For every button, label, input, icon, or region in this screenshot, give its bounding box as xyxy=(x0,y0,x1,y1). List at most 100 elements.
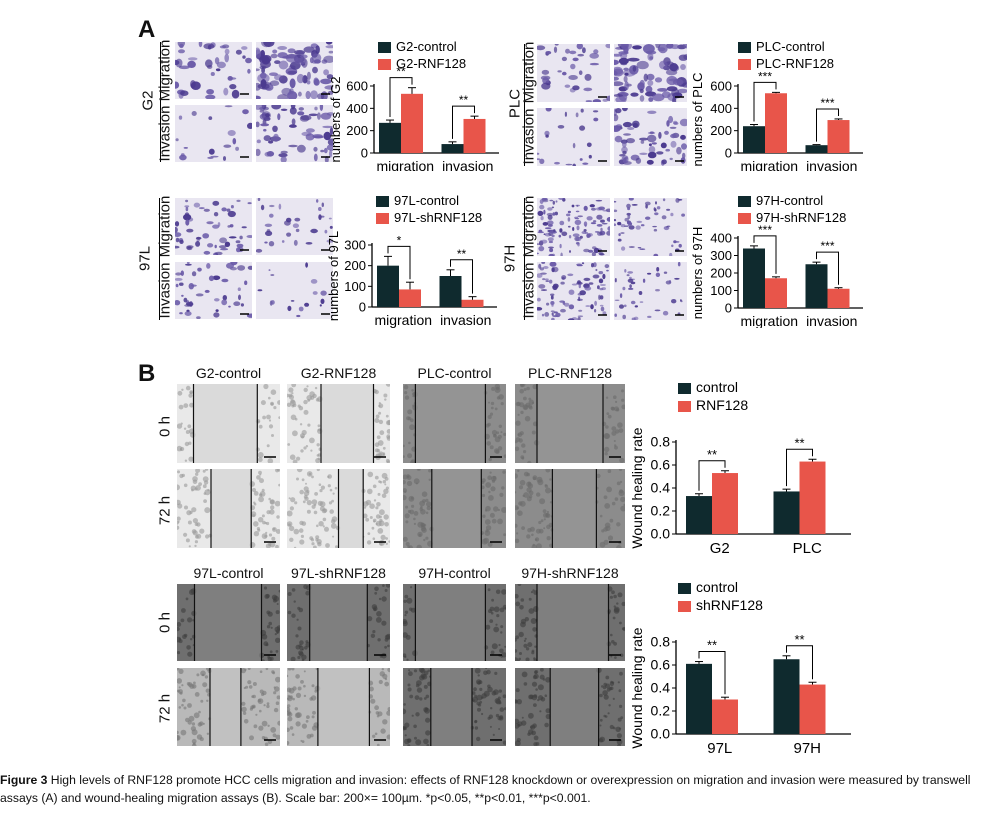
significance-bracket xyxy=(698,460,726,491)
significance-bracket xyxy=(452,105,475,139)
row-label-invasion: Invasion xyxy=(520,262,538,319)
significance-bracket xyxy=(786,448,813,487)
legend-swatch xyxy=(738,59,751,70)
wound-image-97l-control-0h xyxy=(177,584,280,661)
y-tick-label: 100 xyxy=(710,283,732,298)
y-tick-label: 0.0 xyxy=(651,726,671,742)
legend-swatch xyxy=(738,196,751,207)
y-tick-label: 0 xyxy=(359,300,366,315)
bracket-g2 xyxy=(160,42,161,162)
y-tick-label: 0.0 xyxy=(651,526,671,542)
significance-bracket xyxy=(786,645,813,680)
micrograph-plc-rnf128-invasion xyxy=(614,108,687,166)
column-title: 97H-shRNF128 xyxy=(521,565,619,581)
y-tick-label: 600 xyxy=(346,79,368,94)
bar xyxy=(463,118,486,153)
significance-bracket xyxy=(753,235,777,274)
row-label-migration: Migration xyxy=(520,41,538,104)
legend-label: control xyxy=(696,579,738,595)
bar xyxy=(712,699,738,734)
significance-bracket xyxy=(389,77,413,118)
y-tick-label: 400 xyxy=(710,101,732,116)
significance-stars: *** xyxy=(758,223,772,237)
bar xyxy=(765,278,787,308)
bar xyxy=(686,663,712,734)
bar xyxy=(827,120,850,153)
time-label-72h: 72 h xyxy=(156,495,174,526)
bar-chart-wound-g2-plc: control RNF128 0.0 0.2 0.4 0.6 0.8 Wound healin… xyxy=(628,374,858,563)
column-title: G2-RNF128 xyxy=(300,365,377,381)
legend-swatch xyxy=(376,213,389,224)
bar xyxy=(827,288,850,308)
significance-stars: ** xyxy=(794,632,804,647)
bar-chart-g2: G2-control G2-RNF128 0 200 400 600 numbers of … xyxy=(328,36,505,176)
time-label-0h: 0 h xyxy=(156,416,174,437)
x-tick-label: migration xyxy=(374,312,432,328)
y-axis-label: Wound healing rate xyxy=(629,427,645,548)
wound-image-97h-control-0h xyxy=(403,584,506,661)
legend-label: PLC-control xyxy=(756,39,825,54)
caption-label: Figure 3 xyxy=(0,773,48,787)
y-tick-label: 200 xyxy=(346,123,368,138)
row-label-migration: Migration xyxy=(156,195,174,258)
bar xyxy=(461,299,484,307)
x-tick-label: 97H xyxy=(793,740,821,757)
significance-stars: * xyxy=(397,233,402,247)
micrograph-97h-shrnf128-migration xyxy=(614,198,687,256)
wound-image-97l-control-72h xyxy=(177,668,280,746)
significance-bracket xyxy=(816,108,839,142)
significance-stars: ** xyxy=(707,638,717,653)
row-label-migration: Migration xyxy=(520,195,538,258)
micrograph-97l-shrnf128-migration xyxy=(256,198,333,255)
x-tick-label: PLC xyxy=(793,540,822,557)
legend-swatch xyxy=(738,42,751,53)
significance-bracket xyxy=(753,81,777,122)
micrograph-97l-shrnf128-invasion xyxy=(256,262,333,319)
panel-b-letter: B xyxy=(138,360,156,387)
micrograph-97h-control-invasion xyxy=(537,262,610,320)
bar xyxy=(805,264,828,308)
significance-bracket xyxy=(816,251,839,285)
legend-swatch xyxy=(376,196,389,207)
time-label-0h: 0 h xyxy=(156,612,174,633)
column-title: G2-control xyxy=(195,365,262,381)
legend-label: 97H-control xyxy=(756,193,823,208)
y-axis-label: Wound healing rate xyxy=(629,627,645,748)
column-title: PLC-RNF128 xyxy=(527,365,613,381)
column-title: 97L-shRNF128 xyxy=(291,565,386,581)
row-label-invasion: Invasion xyxy=(156,262,174,319)
micrograph-g2-rnf128-invasion xyxy=(256,105,333,162)
panel-a-letter: A xyxy=(138,16,156,43)
legend-label: PLC-RNF128 xyxy=(756,56,834,71)
y-tick-label: 400 xyxy=(346,101,368,116)
legend-label: 97L-control xyxy=(394,193,459,208)
bar xyxy=(773,491,800,534)
micrograph-97h-control-migration xyxy=(537,198,610,256)
y-tick-label: 0.8 xyxy=(651,434,671,450)
y-tick-label: 0 xyxy=(725,301,732,316)
wound-image-97l-shrnf128-72h xyxy=(287,668,390,746)
legend-label: G2-RNF128 xyxy=(396,56,466,71)
micrograph-plc-control-invasion xyxy=(537,108,610,166)
caption-text: High levels of RNF128 promote HCC cells … xyxy=(0,773,971,805)
y-tick-label: 200 xyxy=(344,258,366,273)
legend-swatch xyxy=(378,42,391,53)
micrograph-g2-control-invasion xyxy=(175,105,252,162)
legend-swatch xyxy=(678,383,691,394)
x-tick-label: migration xyxy=(740,158,798,171)
x-tick-label: G2 xyxy=(710,540,730,557)
significance-bracket xyxy=(450,259,473,294)
time-label-72h: 72 h xyxy=(156,693,174,724)
y-axis-label: numbers of G2 xyxy=(330,77,343,163)
wound-image-g2-rnf128-0h xyxy=(287,384,390,463)
wound-image-plc-control-0h xyxy=(403,384,506,463)
micrograph-plc-rnf128-migration xyxy=(614,44,687,102)
column-title: PLC-control xyxy=(417,365,492,381)
legend-swatch xyxy=(678,601,691,612)
bar xyxy=(379,122,401,153)
bar xyxy=(441,144,464,153)
legend-label: shRNF128 xyxy=(696,597,763,613)
significance-stars: *** xyxy=(820,96,834,110)
significance-stars: ** xyxy=(457,247,467,261)
micrograph-g2-control-migration xyxy=(175,42,252,99)
